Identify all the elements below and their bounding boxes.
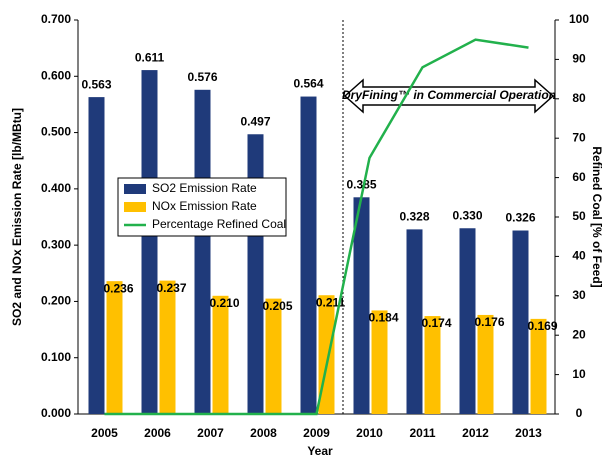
y-axis-label: SO2 and NOx Emission Rate [lb/MBtu]: [10, 108, 24, 326]
annotation-arrow: [343, 78, 555, 114]
y-tick-label: 0.600: [41, 68, 71, 82]
value-label: 0.497: [240, 114, 270, 128]
value-label: 0.328: [399, 210, 429, 224]
x-tick-label: 2011: [409, 426, 435, 440]
y2-tick-label: 60: [572, 170, 586, 184]
value-label: 0.576: [187, 70, 217, 84]
x-tick-label: 2009: [303, 426, 330, 440]
y-tick-label: 0.700: [41, 12, 71, 26]
y2-tick-label: 70: [572, 130, 586, 144]
y-tick-label: 0.200: [41, 294, 71, 308]
bar: [424, 316, 441, 414]
value-label: 0.385: [346, 177, 376, 191]
value-label: 0.184: [368, 311, 398, 325]
y2-tick-label: 10: [572, 367, 586, 381]
value-label: 0.330: [452, 208, 482, 222]
y2-tick-label: 80: [572, 91, 586, 105]
bar: [265, 298, 282, 414]
x-tick-label: 2008: [250, 426, 277, 440]
y-tick-label: 0.100: [41, 350, 71, 364]
y2-tick-label: 30: [572, 288, 586, 302]
value-label: 0.563: [81, 77, 111, 91]
bar: [88, 97, 105, 415]
x-tick-label: 2006: [144, 426, 171, 440]
value-label: 0.205: [262, 299, 292, 313]
x-tick-label: 2005: [91, 426, 118, 440]
bar: [141, 70, 158, 414]
y2-axis-label: Refined Coal [% of Feed]: [590, 146, 604, 287]
bar: [477, 314, 494, 414]
line: [104, 38, 529, 416]
bar: [530, 318, 547, 414]
y2-tick-label: 100: [569, 12, 589, 26]
value-label: 0.564: [293, 77, 323, 91]
x-axis-label: Year: [307, 444, 333, 458]
y-tick-label: 0.400: [41, 181, 71, 195]
value-label: 0.210: [209, 296, 239, 310]
value-label: 0.611: [135, 50, 165, 64]
annotation: DryFining™ in Commercial Operation: [342, 88, 556, 102]
value-label: 0.176: [474, 315, 504, 329]
y2-tick-label: 50: [572, 209, 586, 223]
legend-label: NOx Emission Rate: [152, 199, 257, 213]
bar: [194, 89, 211, 415]
y-tick-label: 0.500: [41, 125, 71, 139]
bar: [512, 230, 529, 414]
legend-label: Percentage Refined Coal: [152, 217, 286, 231]
bar: [300, 96, 317, 414]
value-label: 0.237: [156, 281, 186, 295]
value-label: 0.174: [421, 316, 451, 330]
bar: [406, 229, 423, 414]
x-tick-label: 2012: [462, 426, 489, 440]
bar: [106, 281, 123, 414]
x-tick-label: 2010: [356, 426, 383, 440]
bar: [459, 228, 476, 414]
y-tick-label: 0.300: [41, 237, 71, 251]
bar: [353, 197, 370, 414]
x-tick-label: 2013: [515, 426, 542, 440]
legend-swatch: [124, 202, 146, 212]
y-tick-label: 0.000: [41, 406, 71, 420]
value-label: 0.326: [505, 211, 535, 225]
bar: [159, 280, 176, 414]
value-label: 0.236: [103, 281, 133, 295]
y2-tick-label: 20: [572, 327, 586, 341]
bar: [247, 134, 264, 414]
legend-swatch: [124, 184, 146, 194]
value-label: 0.169: [527, 319, 557, 333]
legend-label: SO2 Emission Rate: [152, 181, 257, 195]
y2-tick-label: 40: [572, 249, 586, 263]
bar: [371, 310, 388, 414]
y2-tick-label: 90: [572, 52, 586, 66]
y2-tick-label: 0: [576, 406, 583, 420]
x-tick-label: 2007: [197, 426, 224, 440]
bar: [212, 295, 229, 414]
